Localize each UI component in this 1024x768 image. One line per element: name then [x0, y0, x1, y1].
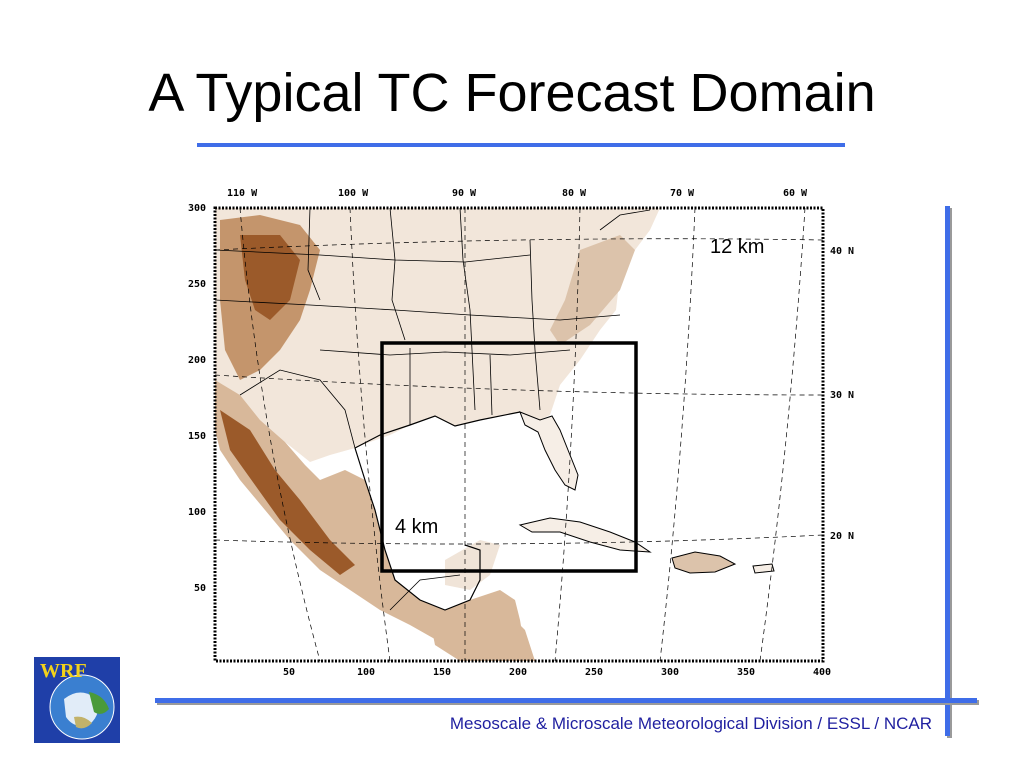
- map-svg: 12 km 4 km 110 W 100 W 90 W 80 W 70 W 60…: [188, 188, 854, 678]
- slide-title: A Typical TC Forecast Domain: [148, 63, 876, 123]
- florida-land: [519, 411, 579, 491]
- grid-label-y: 50: [194, 583, 206, 594]
- map-frame: [213, 206, 825, 663]
- title-underline: [197, 143, 845, 147]
- central-america-land: [430, 605, 535, 661]
- grid-label-x: 100: [357, 667, 375, 678]
- inner-domain-label: 4 km: [395, 516, 438, 538]
- appalachian-terrain: [550, 235, 635, 345]
- footer-text: Mesoscale & Microscale Meteorological Di…: [449, 714, 932, 733]
- lon-label: 60 W: [783, 188, 808, 199]
- lon-label: 70 W: [670, 188, 695, 199]
- grid-label-y: 200: [188, 355, 206, 366]
- yucatan-land: [445, 540, 500, 590]
- outer-domain-label: 12 km: [710, 236, 764, 258]
- hispaniola-land: [671, 551, 737, 574]
- grid-label-x: 50: [283, 667, 295, 678]
- wrf-globe-logo-icon: WRF: [34, 657, 120, 743]
- grid-label-x: 150: [433, 667, 451, 678]
- lon-label: 90 W: [452, 188, 477, 199]
- graticule: [214, 207, 824, 662]
- puerto-rico-land: [752, 563, 775, 574]
- gulf-coastline: [354, 411, 521, 449]
- grid-label-x: 400: [813, 667, 831, 678]
- accent-vertical-bar: [945, 206, 950, 736]
- sierra-madre-terrain: [220, 410, 355, 575]
- accent-horizontal-bar: [155, 698, 977, 703]
- grid-label-y: 150: [188, 431, 206, 442]
- grid-label-x: 250: [585, 667, 603, 678]
- mexico-land: [215, 380, 525, 661]
- lon-label: 80 W: [562, 188, 587, 199]
- lon-label: 100 W: [338, 188, 369, 199]
- lat-label: 20 N: [830, 531, 854, 542]
- lat-label: 40 N: [830, 246, 854, 257]
- grid-label-x: 300: [661, 667, 679, 678]
- cuba-land: [518, 517, 652, 553]
- grid-label-y: 300: [188, 203, 206, 214]
- grid-label-x: 350: [737, 667, 755, 678]
- grid-label-y: 100: [188, 507, 206, 518]
- forecast-domain-map: 12 km 4 km 110 W 100 W 90 W 80 W 70 W 60…: [180, 180, 870, 680]
- inner-domain-box: [380, 341, 638, 573]
- rocky-core-terrain: [240, 235, 300, 320]
- us-land: [215, 208, 660, 462]
- wrf-logo-text: WRF: [40, 660, 87, 682]
- grid-label-y: 250: [188, 279, 206, 290]
- grid-label-x: 200: [509, 667, 527, 678]
- lon-label: 110 W: [227, 188, 258, 199]
- lat-label: 30 N: [830, 390, 854, 401]
- political-boundaries: [214, 207, 651, 611]
